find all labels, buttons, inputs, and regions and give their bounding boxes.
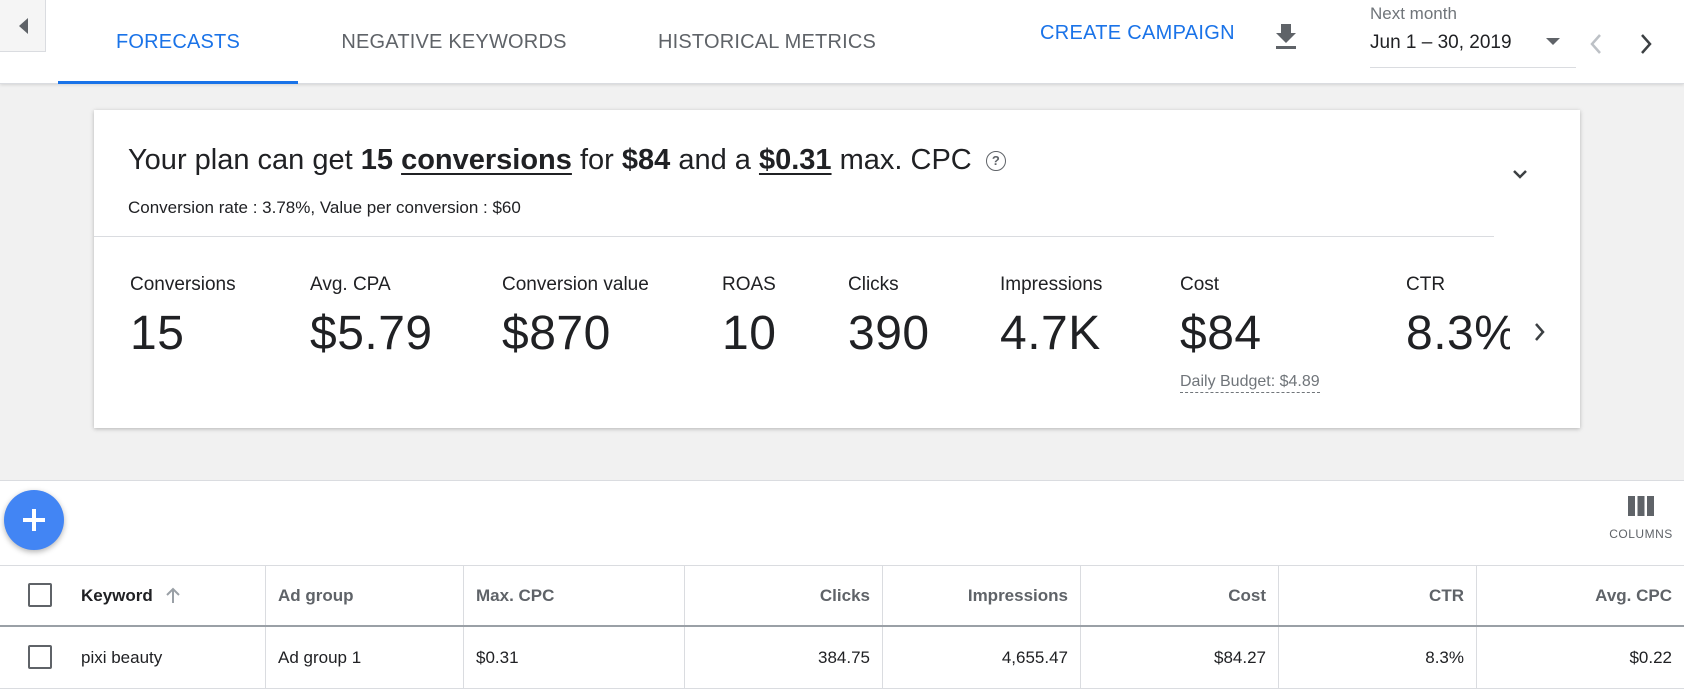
cell-keyword[interactable]: pixi beauty [0,627,266,688]
cell-cost: $84.27 [1081,627,1279,688]
headline-and: and a [678,144,751,176]
columns-icon [1628,496,1654,516]
metric-value: 390 [848,307,930,360]
create-campaign-button[interactable]: CREATE CAMPAIGN [1040,22,1235,44]
arrow-up-icon[interactable] [165,587,181,605]
metric-value: $84 [1180,307,1262,360]
chevron-right-icon[interactable] [1634,30,1658,58]
metric-ctr[interactable]: CTR 8.3% [1406,274,1510,394]
add-keyword-button[interactable] [4,490,64,550]
column-header-keyword[interactable]: Keyword [0,566,266,625]
table-header-row: Keyword Ad group Max. CPC Clicks Impress… [0,565,1684,627]
metric-label: Conversions [130,274,236,295]
column-header-avg-cpc[interactable]: Avg. CPC [1595,585,1672,605]
row-checkbox[interactable] [28,645,52,669]
headline-max-cpc-link[interactable]: $0.31 [758,144,832,176]
metric-conversions[interactable]: Conversions 15 [130,274,236,361]
column-header-clicks[interactable]: Clicks [685,566,883,625]
chevron-left-icon[interactable] [1584,30,1608,58]
download-icon[interactable] [1274,22,1298,50]
columns-button[interactable]: COLUMNS [1606,496,1676,552]
metric-value: 8.3% [1406,307,1510,360]
column-header-ad-group[interactable]: Ad group [266,566,464,625]
date-range-select[interactable]: Jun 1 – 30, 2019 [1370,32,1576,68]
date-range-label: Next month [1370,4,1457,23]
metric-label: Clicks [848,274,899,295]
metric-cost[interactable]: Cost $84 [1180,274,1262,361]
metric-value: 4.7K [1000,307,1101,360]
plus-icon [23,509,45,531]
column-header-ctr[interactable]: CTR [1279,566,1477,625]
metric-label: Impressions [1000,274,1103,295]
cell-ctr: 8.3% [1279,627,1477,688]
forecast-summary-card: Your plan can get 15 conversions for $84… [94,110,1580,428]
tab-historical-metrics[interactable]: HISTORICAL METRICS [657,30,877,53]
table-row[interactable]: pixi beauty Ad group 1 $0.31 384.75 4,65… [0,627,1684,689]
metric-value: 15 [130,307,185,360]
metric-avg-cpa[interactable]: Avg. CPA $5.79 [310,274,433,361]
cell-ad-group[interactable]: Ad group 1 [266,627,464,688]
headline-for: for [579,144,614,176]
column-header-cost[interactable]: Cost [1081,566,1279,625]
headline-conversions-link[interactable]: conversions [401,144,572,176]
headline-conversions-count: 15 [360,144,393,176]
chevron-right-icon[interactable] [1528,318,1552,346]
metric-label: Conversion value [502,274,649,295]
conversion-details: Conversion rate : 3.78%, Value per conve… [128,198,521,217]
card-divider [94,236,1494,237]
metric-value: $870 [502,307,611,360]
metric-label: Cost [1180,274,1220,295]
top-bar: FORECASTS NEGATIVE KEYWORDS HISTORICAL M… [0,0,1684,84]
columns-label: COLUMNS [1609,527,1673,541]
column-header-impressions[interactable]: Impressions [883,566,1081,625]
metric-value: $5.79 [310,307,433,360]
cell-max-cpc[interactable]: $0.31 [464,627,685,688]
tab-forecasts[interactable]: FORECASTS [58,0,298,84]
plan-summary-headline: Your plan can get 15 conversions for $84… [128,144,1006,177]
metric-label: ROAS [722,274,776,295]
headline-suffix: max. CPC [839,144,972,176]
cell-impressions: 4,655.47 [883,627,1081,688]
daily-budget-link[interactable]: Daily Budget: $4.89 [1180,372,1320,393]
collapse-panel-button[interactable] [0,0,46,52]
metric-roas[interactable]: ROAS 10 [722,274,776,361]
keyword-table-panel [0,480,1684,695]
column-header-label: Keyword [81,585,153,605]
metric-conversion-value[interactable]: Conversion value $870 [502,274,649,361]
metric-value: 10 [722,307,777,360]
headline-prefix: Your plan can get [128,144,353,176]
metric-label: Avg. CPA [310,274,391,295]
chevron-down-icon[interactable] [1546,38,1560,45]
chevron-down-icon[interactable] [1508,162,1532,186]
metric-label: CTR [1406,274,1446,295]
headline-cost: $84 [621,144,671,176]
tab-negative-keywords[interactable]: NEGATIVE KEYWORDS [341,30,567,53]
triangle-left-icon [18,17,28,34]
cell-avg-cpc: $0.22 [1629,647,1672,667]
metric-impressions[interactable]: Impressions 4.7K [1000,274,1102,361]
metric-clicks[interactable]: Clicks 390 [848,274,930,361]
help-icon[interactable]: ? [985,151,1006,171]
cell-clicks: 384.75 [685,627,883,688]
select-all-checkbox[interactable] [28,583,52,607]
column-header-max-cpc[interactable]: Max. CPC [464,566,685,625]
